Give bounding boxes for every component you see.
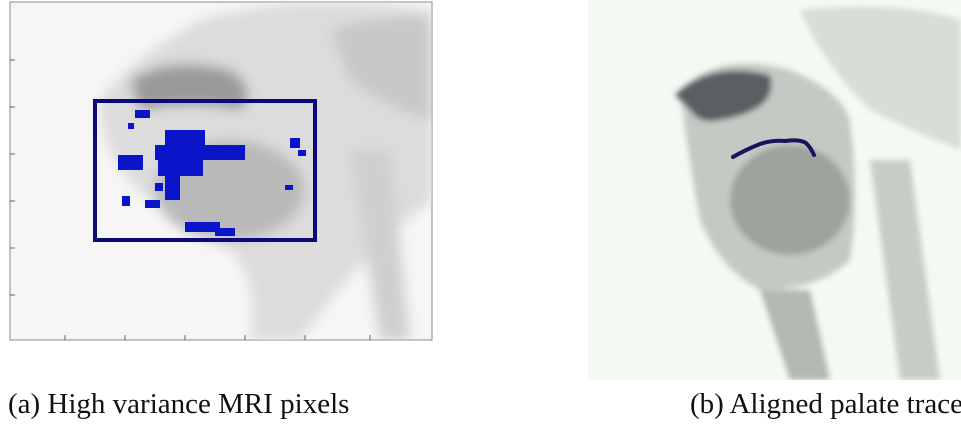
page: (a) High variance MRI pixels (b) Aligned… (0, 0, 961, 426)
caption-b: (b) Aligned palate trace (690, 388, 961, 421)
figure (0, 0, 961, 380)
panel-a (10, 2, 432, 340)
panel-b (588, 0, 961, 380)
caption-a: (a) High variance MRI pixels (8, 388, 349, 421)
